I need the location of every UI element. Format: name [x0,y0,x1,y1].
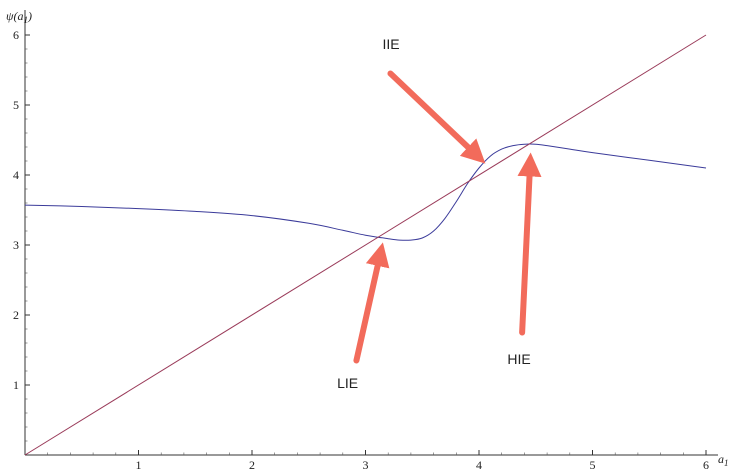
x-tick-label: 6 [703,458,709,472]
psi-curve [24,143,707,241]
x-tick-label: 5 [590,458,596,472]
annotation-iie: IIE [383,36,400,52]
x-axis-title-sub: 1 [724,458,729,468]
y-tick-label: 1 [13,378,19,392]
identity-line [24,34,707,456]
y-tick-label: 2 [13,308,19,322]
x-tick-label: 2 [249,458,255,472]
x-tick-label: 3 [363,458,369,472]
x-tick-label: 4 [476,458,482,472]
x-tick-label: 1 [136,458,142,472]
y-tick-label: 6 [13,28,19,42]
arrow-iie [387,70,486,164]
x-axis-title: a1 [718,452,729,468]
arrow-hie [517,152,542,336]
annotation-hie: HIE [507,351,530,367]
y-tick-label: 3 [13,238,19,252]
y-tick-label: 4 [13,168,19,182]
arrow-lie [353,242,390,364]
y-axis-title-sub: 1 [23,15,28,25]
y-axis-title: ψ(a1) [6,9,32,25]
y-tick-label: 5 [13,98,19,112]
annotation-lie: LIE [337,375,358,391]
